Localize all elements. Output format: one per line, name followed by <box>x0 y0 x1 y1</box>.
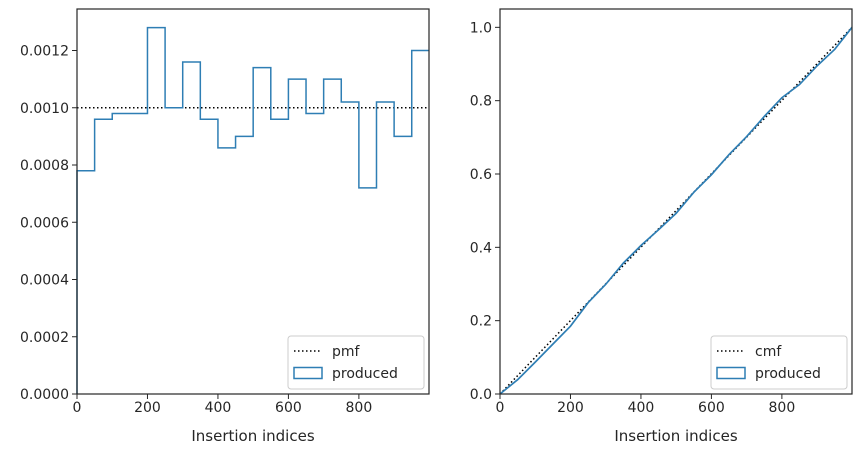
chart-1-ytick-label-7: 0.0012 <box>20 44 69 60</box>
chart-2-point-18 <box>799 84 801 86</box>
chart-1-series-produced <box>76 26 429 394</box>
chart-2-point-16 <box>763 116 765 118</box>
chart-2-point-9 <box>640 245 642 247</box>
chart-1: 0 200 400 600 800 0.0000 0.0002 0.0004 0.0006 0.0… <box>20 8 430 445</box>
chart-1-series-produced-outline <box>76 26 429 394</box>
chart-2-point-12 <box>693 192 695 194</box>
chart-2: 0 200 400 600 800 0.0 0.2 0.4 0.6 0.8 1.0 Insertion… <box>470 8 853 445</box>
chart-2-point-3 <box>534 361 536 363</box>
chart-2-ytick-label-3: 0.4 <box>470 240 492 256</box>
chart-1-xtick-label-3: 400 <box>205 400 232 416</box>
chart-2-point-15 <box>746 136 748 138</box>
chart-2-xtick-label-5: 800 <box>769 400 796 416</box>
chart-2-xtick-label-2: 200 <box>557 400 584 416</box>
chart-2-xlabel: Insertion indices <box>614 427 737 445</box>
chart-1-xtick-label-2: 200 <box>134 400 161 416</box>
chart-2-xtick-label-4: 600 <box>698 400 725 416</box>
chart-1-ytick-label-1: 0.0000 <box>20 387 69 403</box>
chart-1-legend-label-produced: produced <box>332 366 398 382</box>
chart-1-ytick-label-4: 0.0006 <box>20 215 69 231</box>
chart-2-point-7 <box>605 284 607 286</box>
chart-2-series-produced <box>499 26 853 395</box>
chart-2-point-19 <box>816 65 818 67</box>
chart-2-point-5 <box>570 325 572 327</box>
chart-2-frame <box>499 8 853 395</box>
chart-2-series-cmf <box>499 26 853 395</box>
chart-1-xlabel: Insertion indices <box>191 427 314 445</box>
chart-1-legend-label-pmf: pmf <box>332 344 361 360</box>
chart-2-legend: cmf produced <box>710 335 848 390</box>
chart-2-point-10 <box>658 229 660 231</box>
chart-2-legend-label-produced: produced <box>755 366 821 382</box>
chart-2-point-14 <box>728 154 730 156</box>
chart-1-ytick-label-3: 0.0004 <box>20 273 69 289</box>
chart-2-xtick-label-1: 0 <box>496 400 505 416</box>
chart-2-point-2 <box>517 379 519 381</box>
chart-2-series-produced-line <box>499 26 853 395</box>
chart-2-ytick-label-6: 1.0 <box>470 20 492 36</box>
chart-1-ytick-label-2: 0.0002 <box>20 330 69 346</box>
chart-1-xtick-label-4: 600 <box>275 400 302 416</box>
chart-2-point-8 <box>623 262 625 264</box>
chart-2-point-11 <box>675 212 677 214</box>
chart-2-ytick-label-4: 0.6 <box>470 167 492 183</box>
chart-2-point-6 <box>587 302 589 304</box>
chart-1-ytick-label-5: 0.0008 <box>20 158 69 174</box>
chart-2-legend-swatch-produced <box>716 366 746 380</box>
chart-2-legend-label-cmf: cmf <box>755 344 782 360</box>
chart-2-ytick-label-5: 0.8 <box>470 94 492 110</box>
chart-2-point-20 <box>834 49 836 51</box>
chart-1-xtick-label-5: 800 <box>346 400 373 416</box>
chart-2-point-4 <box>552 343 554 345</box>
chart-2-ytick-label-1: 0.0 <box>470 387 492 403</box>
chart-2-point-17 <box>781 97 783 99</box>
chart-1-xtick-label-1: 0 <box>73 400 82 416</box>
chart-1-legend-swatch-produced <box>293 366 323 380</box>
chart-2-point-13 <box>711 174 713 176</box>
chart-1-legend: pmf produced <box>287 335 425 390</box>
chart-2-ytick-label-2: 0.2 <box>470 314 492 330</box>
chart-1-frame <box>76 8 430 395</box>
chart-2-xtick-label-3: 400 <box>628 400 655 416</box>
chart-1-ytick-label-6: 0.0010 <box>20 101 69 117</box>
